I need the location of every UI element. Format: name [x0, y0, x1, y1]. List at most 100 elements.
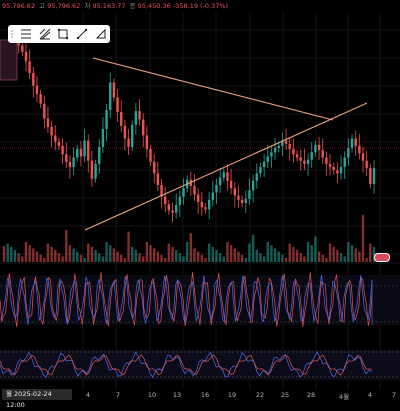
- candle-body: [200, 201, 204, 208]
- candle-body: [167, 204, 171, 211]
- volume-bar: [372, 246, 376, 262]
- volume-bar: [13, 250, 17, 262]
- volume-bar: [189, 233, 193, 262]
- candle-body: [299, 157, 302, 161]
- gann-tool-icon[interactable]: [94, 27, 108, 41]
- volume-bar: [361, 214, 365, 262]
- candle-body: [262, 161, 266, 168]
- candle-body: [229, 180, 233, 189]
- volume-bar: [127, 231, 130, 262]
- candle-body: [35, 85, 39, 95]
- candle-body: [182, 188, 185, 197]
- volume-bar: [299, 253, 302, 262]
- volume-bar: [43, 258, 46, 262]
- volume-bar: [156, 251, 160, 262]
- volume-bar: [116, 251, 119, 262]
- volume-bar: [200, 254, 204, 262]
- volume-bar: [163, 258, 167, 262]
- candle-body: [109, 82, 112, 110]
- candle-body: [314, 144, 317, 153]
- candle-body: [120, 112, 123, 126]
- volume-bar: [306, 242, 310, 262]
- volume-bar: [101, 256, 105, 262]
- candle-body: [131, 124, 134, 147]
- volume-bar: [207, 243, 211, 262]
- candle-body: [28, 61, 31, 73]
- volume-bar: [109, 245, 112, 262]
- candle-body: [98, 146, 101, 164]
- volume-bar: [251, 234, 255, 262]
- candle-body: [365, 160, 368, 169]
- volume-bar: [149, 245, 152, 262]
- volume-bar: [54, 250, 57, 262]
- candle-body: [237, 195, 240, 200]
- candle-body: [369, 168, 372, 184]
- candle-body: [372, 168, 376, 184]
- candle-body: [54, 135, 57, 142]
- candle-body: [145, 135, 149, 150]
- candle-body: [57, 141, 61, 146]
- candle-body: [328, 163, 332, 168]
- candle-body: [325, 157, 328, 164]
- volume-bar: [131, 246, 134, 262]
- horizontal-lines-icon[interactable]: [19, 27, 33, 41]
- volume-bar: [120, 254, 123, 262]
- volume-bar: [295, 250, 299, 262]
- trendline-tool-icon[interactable]: [75, 27, 89, 41]
- cursor-date-label: 월 2025-02-24 12:00: [2, 389, 72, 409]
- volume-bar: [233, 248, 236, 262]
- volume-bar: [72, 248, 75, 262]
- volume-bar: [218, 253, 222, 262]
- volume-bar: [358, 251, 361, 262]
- rectangle-tool-icon[interactable]: [56, 27, 70, 41]
- candle-body: [233, 188, 236, 196]
- time-tick: 10: [147, 391, 157, 399]
- volume-bar: [6, 243, 9, 262]
- volume-bar: [303, 256, 306, 262]
- candle-body: [72, 157, 75, 168]
- time-axis: 4 7 10 13 16 19 22 25 28 4월 4 7: [0, 389, 400, 401]
- volume-bar: [24, 242, 28, 262]
- volume-bar: [255, 250, 258, 262]
- candle-body: [171, 210, 174, 213]
- candle-body: [317, 144, 321, 151]
- time-tick: 7: [391, 391, 397, 399]
- candle-body: [251, 180, 255, 191]
- time-tick: 7: [115, 391, 121, 399]
- volume-bar: [226, 242, 229, 262]
- volume-bar: [204, 258, 207, 262]
- volume-bar: [185, 242, 189, 262]
- chart-canvas[interactable]: [0, 0, 400, 389]
- ohlc-low-label: 저: [84, 2, 91, 10]
- volume-bar: [193, 248, 196, 262]
- candle-body: [138, 111, 141, 120]
- volume-bar: [262, 256, 266, 262]
- volume-bar: [222, 256, 226, 262]
- candle-body: [134, 111, 138, 125]
- volume-bar: [35, 251, 39, 262]
- fib-tool-icon[interactable]: [38, 27, 52, 41]
- candle-body: [142, 119, 145, 136]
- volume-bar: [354, 248, 357, 262]
- volume-bar: [266, 242, 269, 262]
- candle-body: [248, 190, 251, 199]
- candle-body: [306, 159, 310, 164]
- time-tick: 16: [200, 391, 210, 399]
- candle-body: [339, 167, 343, 174]
- candle-body: [193, 186, 196, 195]
- volume-bar: [167, 243, 171, 262]
- volume-bar: [2, 246, 6, 262]
- time-tick: 4: [367, 391, 373, 399]
- grip-icon[interactable]: [10, 27, 14, 41]
- volume-bar: [325, 258, 328, 262]
- stoch-d-line: [0, 354, 373, 376]
- volume-bar: [57, 253, 61, 262]
- ohlc-change: -358.19 (-0.37%): [172, 2, 229, 10]
- candle-body: [160, 185, 163, 197]
- stoch-pane: [0, 350, 400, 380]
- volume-bar: [259, 253, 262, 262]
- volume-bar: [50, 246, 53, 262]
- candle-body: [156, 173, 160, 186]
- ohlc-close-label: 종: [129, 2, 136, 10]
- candle-body: [68, 161, 72, 168]
